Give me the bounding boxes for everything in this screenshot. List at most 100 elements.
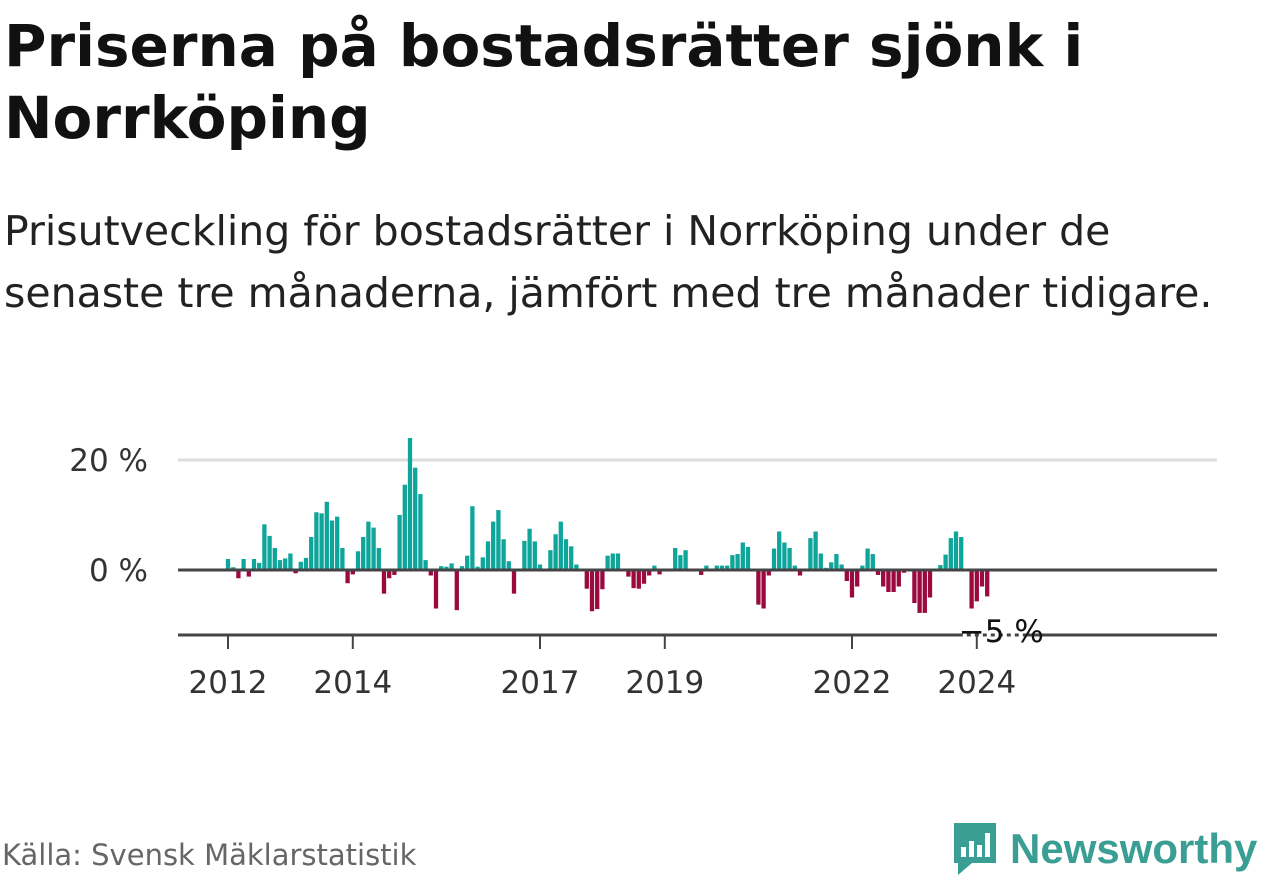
bar-chart: 0 % 20 % 2012 2014 2017 2019 2022 2024 −5 %	[0, 400, 1262, 720]
bar	[787, 548, 791, 570]
bar	[481, 557, 485, 570]
bar	[881, 570, 885, 587]
bar	[527, 529, 531, 570]
bar	[345, 570, 349, 583]
bar	[377, 548, 381, 570]
bar	[496, 510, 500, 570]
source-note: Källa: Svensk Mäklarstatistik	[2, 838, 416, 872]
bar	[252, 559, 256, 570]
annotation: −5 %	[959, 614, 1044, 650]
bar	[340, 548, 344, 570]
bar	[865, 549, 869, 570]
x-tick-label: 2014	[313, 665, 392, 701]
bar	[985, 570, 989, 596]
x-tick-label: 2017	[501, 665, 580, 701]
x-tick-label: 2024	[937, 665, 1016, 701]
bar	[226, 559, 230, 570]
bar	[772, 549, 776, 570]
bar	[917, 570, 921, 613]
bar	[845, 570, 849, 581]
newsworthy-logo[interactable]: Newsworthy	[950, 818, 1257, 880]
bar	[512, 570, 516, 594]
bar	[871, 554, 875, 570]
bar	[267, 536, 271, 570]
bar	[756, 570, 760, 605]
bar	[980, 570, 984, 587]
bar	[746, 547, 750, 570]
x-tick-label: 2022	[813, 665, 892, 701]
bar	[761, 570, 765, 609]
bar	[241, 559, 245, 570]
bar	[897, 570, 901, 587]
x-ticks: 2012 2014 2017 2019 2022 2024	[189, 635, 1017, 701]
bar	[850, 570, 854, 598]
bar	[356, 551, 360, 570]
x-tick-label: 2012	[189, 665, 268, 701]
bar	[819, 554, 823, 571]
bar	[928, 570, 932, 598]
bar	[559, 522, 563, 570]
bars	[226, 438, 990, 613]
bar	[533, 541, 537, 570]
bar	[595, 570, 599, 609]
bar	[325, 502, 329, 570]
bar	[923, 570, 927, 613]
bar	[304, 558, 308, 570]
bar	[486, 541, 490, 570]
bar	[314, 512, 318, 570]
bar	[855, 570, 859, 587]
bar	[319, 513, 323, 570]
bar	[642, 570, 646, 584]
bar	[777, 532, 781, 571]
bar	[616, 554, 620, 571]
bar	[782, 543, 786, 571]
bar	[813, 532, 817, 571]
y-tick-label: 0 %	[89, 553, 148, 589]
bar	[959, 537, 963, 570]
bar	[382, 570, 386, 594]
bar	[262, 524, 266, 570]
bar	[600, 570, 604, 589]
brand-name: Newsworthy	[1010, 825, 1257, 873]
bar	[834, 554, 838, 570]
bar	[366, 522, 370, 570]
bar	[912, 570, 916, 603]
bar	[808, 538, 812, 570]
bar	[403, 485, 407, 570]
y-tick-labels: 0 % 20 %	[69, 443, 148, 589]
bar	[413, 468, 417, 570]
bar	[465, 556, 469, 570]
bar	[553, 534, 557, 570]
bar	[283, 558, 287, 570]
bar	[569, 546, 573, 570]
bar	[975, 570, 979, 601]
bar	[397, 515, 401, 570]
bar	[891, 570, 895, 592]
bar	[683, 550, 687, 570]
bar	[949, 538, 953, 570]
x-tick-label: 2019	[625, 665, 704, 701]
bar	[590, 570, 594, 611]
bar	[418, 494, 422, 570]
bar	[361, 537, 365, 570]
newsworthy-logo-icon	[950, 819, 1000, 879]
bar	[455, 570, 459, 610]
bar	[969, 570, 973, 609]
bar	[564, 539, 568, 570]
bar	[741, 543, 745, 571]
bar	[943, 555, 947, 570]
bar	[631, 570, 635, 588]
bar	[954, 532, 958, 571]
bar	[637, 570, 641, 589]
bar	[491, 522, 495, 570]
bar	[605, 556, 609, 570]
y-tick-label: 20 %	[69, 443, 148, 479]
bar	[288, 554, 292, 571]
bar	[548, 550, 552, 570]
bar	[434, 570, 438, 609]
bar	[673, 548, 677, 570]
annotation-label: −5 %	[959, 614, 1044, 650]
bar	[735, 554, 739, 570]
bar	[309, 537, 313, 570]
bar	[335, 517, 339, 570]
